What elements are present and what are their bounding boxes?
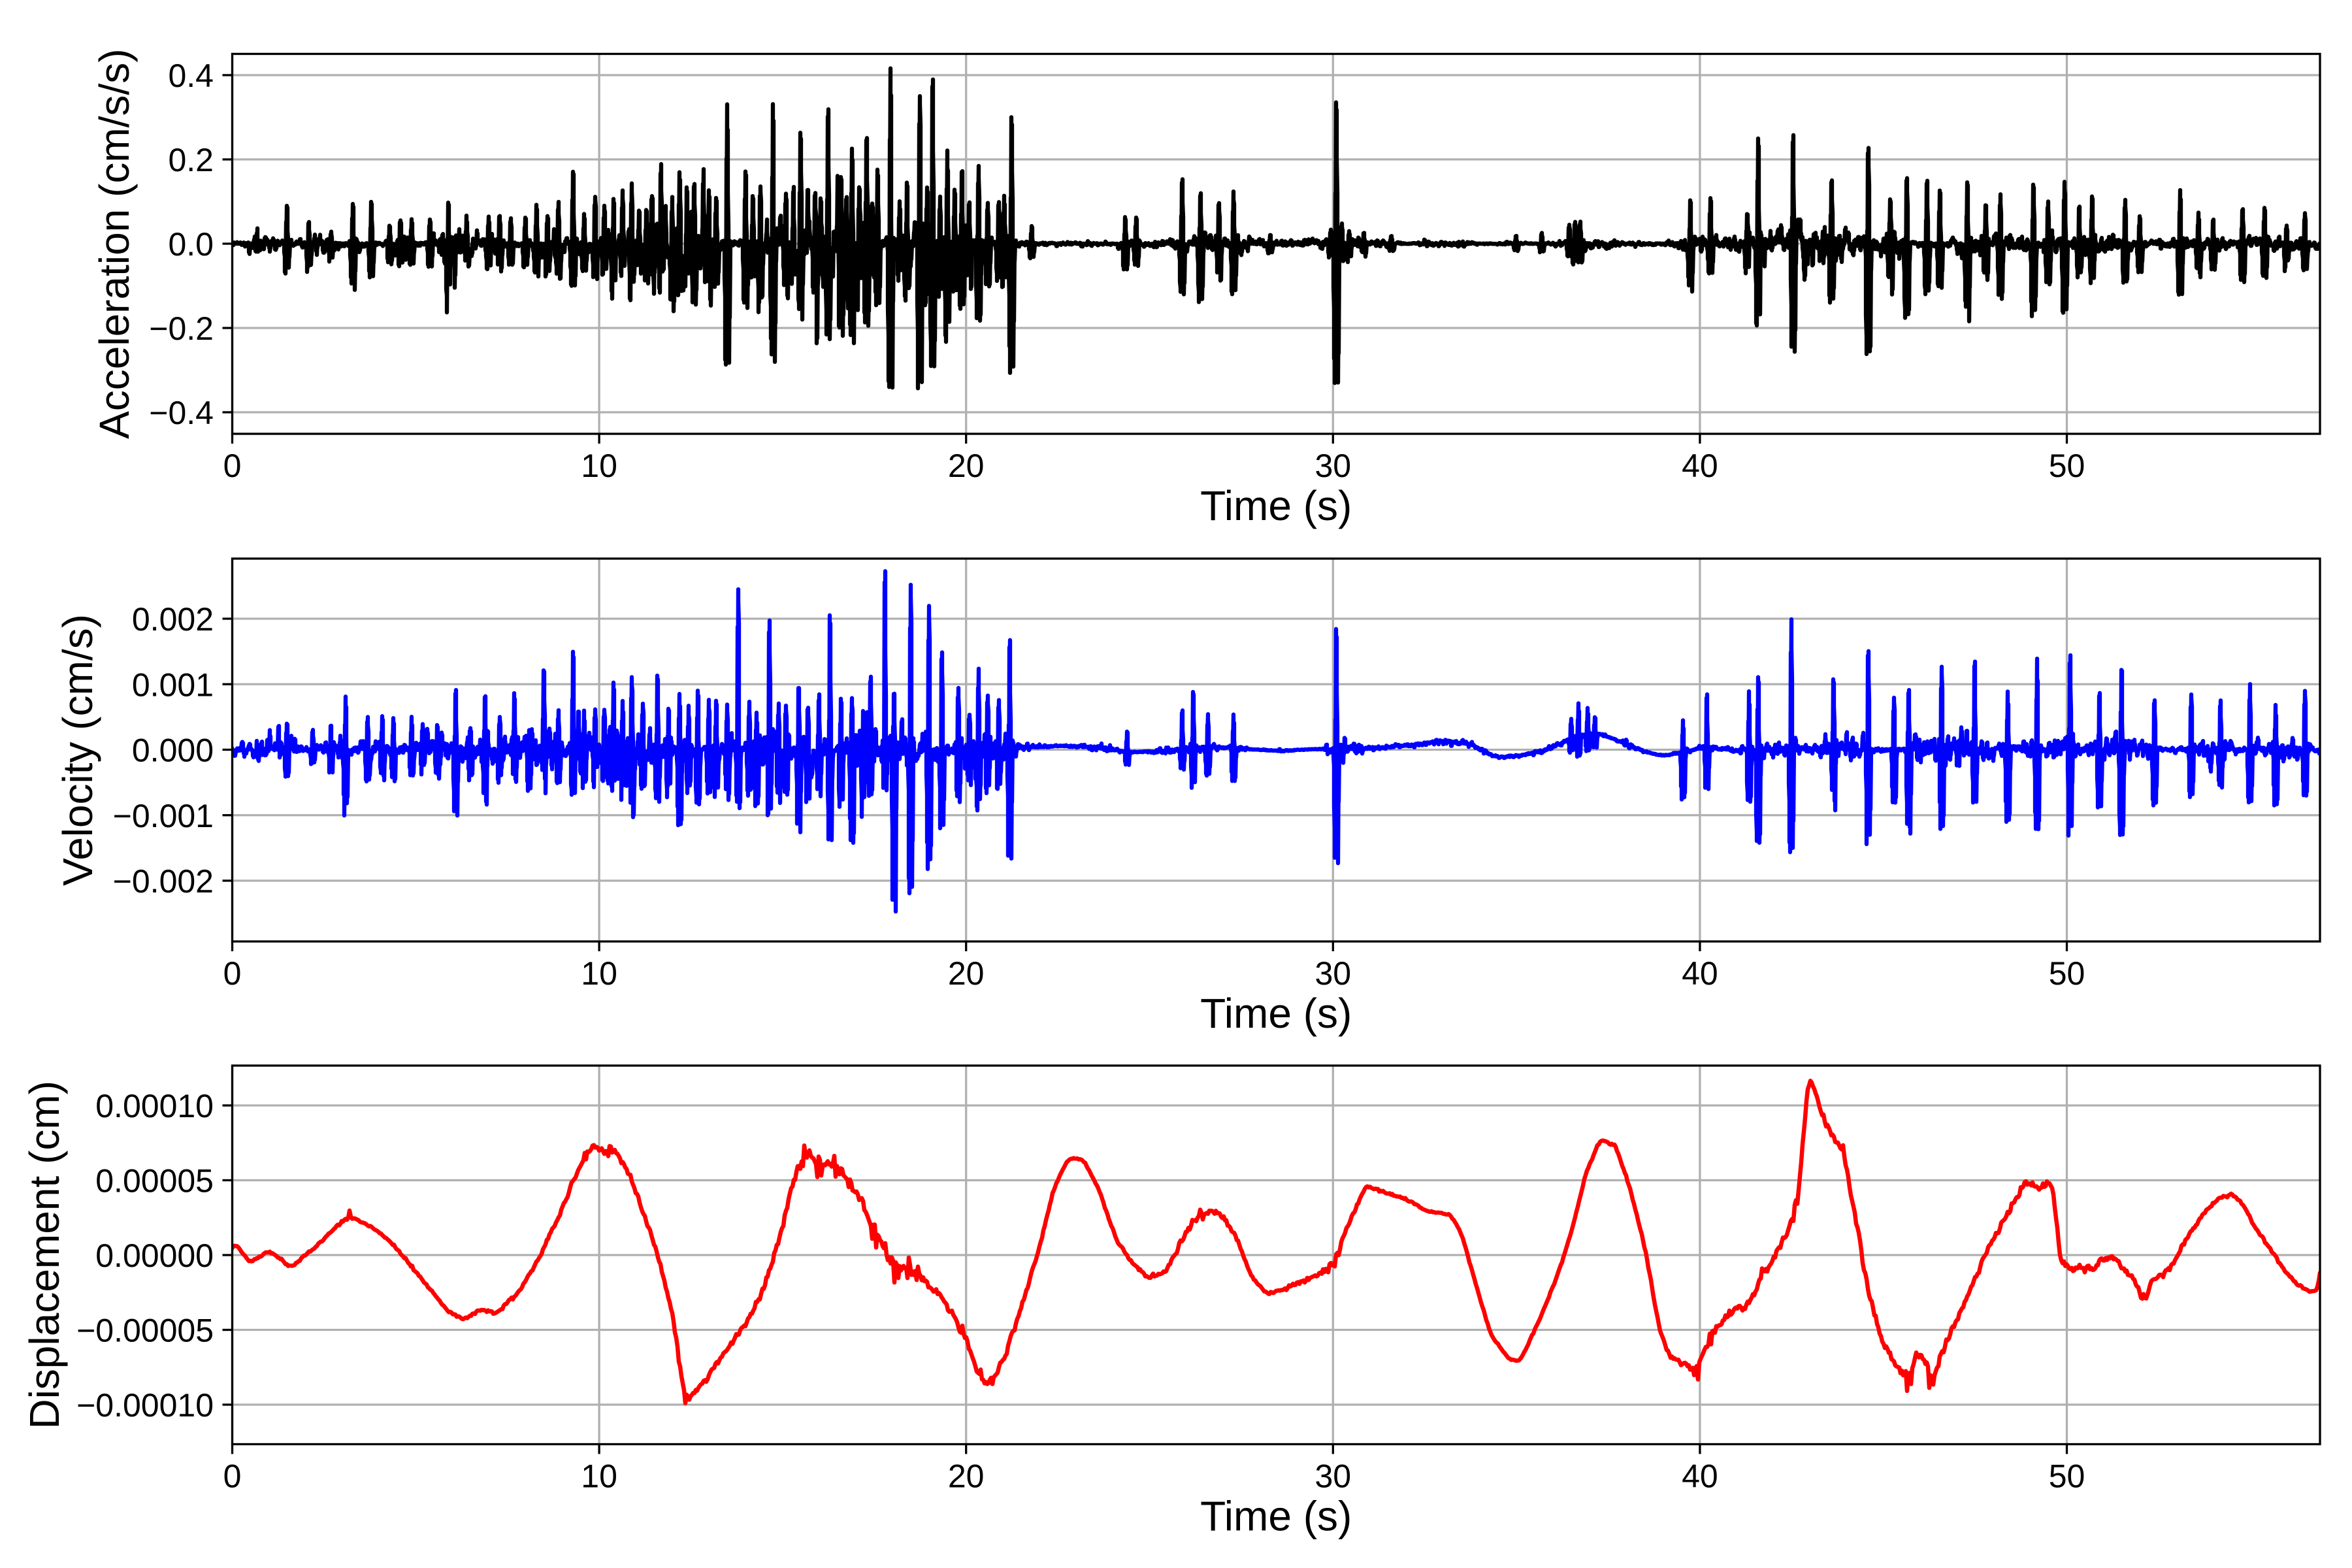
svg-text:Displacement (cm): Displacement (cm) (21, 1081, 68, 1429)
svg-text:0: 0 (223, 1458, 242, 1495)
svg-text:20: 20 (948, 448, 985, 484)
svg-text:−0.00005: −0.00005 (76, 1313, 214, 1349)
svg-text:10: 10 (581, 448, 617, 484)
svg-text:0.00000: 0.00000 (95, 1237, 214, 1274)
svg-text:50: 50 (2049, 448, 2085, 484)
svg-text:0.2: 0.2 (168, 142, 214, 178)
svg-text:Acceleration (cm/s/s): Acceleration (cm/s/s) (91, 48, 138, 438)
svg-text:Time (s): Time (s) (1200, 482, 1352, 529)
svg-text:−0.2: −0.2 (149, 310, 214, 347)
svg-text:Time (s): Time (s) (1200, 990, 1352, 1037)
svg-text:10: 10 (581, 1458, 617, 1495)
svg-text:−0.00010: −0.00010 (76, 1387, 214, 1424)
svg-text:10: 10 (581, 955, 617, 992)
svg-text:−0.4: −0.4 (149, 395, 214, 431)
svg-text:40: 40 (1682, 1458, 1718, 1495)
svg-text:0.000: 0.000 (132, 732, 214, 769)
svg-text:0.00010: 0.00010 (95, 1088, 214, 1124)
svg-text:−0.001: −0.001 (113, 798, 214, 834)
svg-text:−0.002: −0.002 (113, 863, 214, 900)
svg-text:0.4: 0.4 (168, 57, 214, 94)
svg-text:0: 0 (223, 448, 242, 484)
svg-text:50: 50 (2049, 1458, 2085, 1495)
svg-text:40: 40 (1682, 955, 1718, 992)
svg-text:0.00005: 0.00005 (95, 1163, 214, 1200)
svg-text:0.002: 0.002 (132, 601, 214, 638)
svg-text:30: 30 (1315, 1458, 1351, 1495)
svg-text:20: 20 (948, 955, 985, 992)
svg-text:Time (s): Time (s) (1200, 1493, 1352, 1540)
svg-text:0: 0 (223, 955, 242, 992)
svg-text:Velocity (cm/s): Velocity (cm/s) (54, 614, 101, 886)
svg-text:30: 30 (1315, 955, 1351, 992)
svg-text:0.001: 0.001 (132, 666, 214, 703)
svg-text:40: 40 (1682, 448, 1718, 484)
svg-text:30: 30 (1315, 448, 1351, 484)
svg-text:50: 50 (2049, 955, 2085, 992)
svg-text:20: 20 (948, 1458, 985, 1495)
svg-text:0.0: 0.0 (168, 226, 214, 263)
